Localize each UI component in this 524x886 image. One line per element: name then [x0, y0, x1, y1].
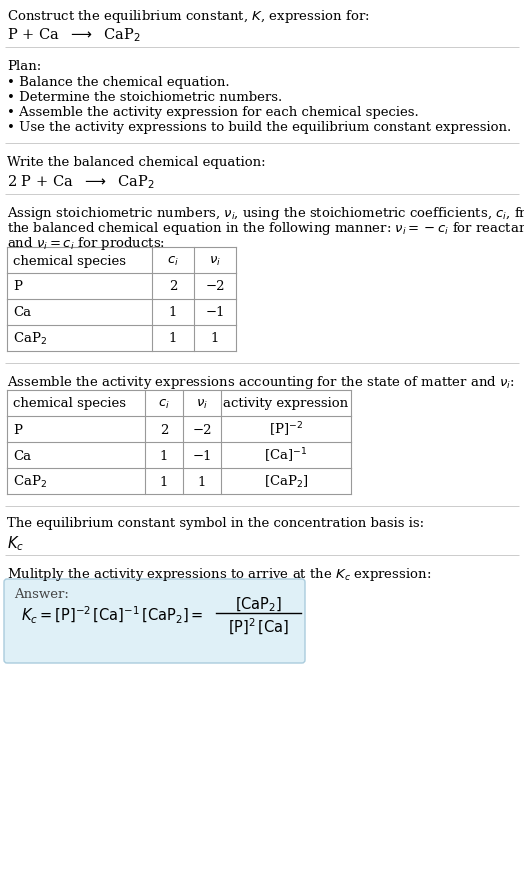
Text: 2: 2: [169, 280, 177, 293]
Text: Assign stoichiometric numbers, $\nu_i$, using the stoichiometric coefficients, $: Assign stoichiometric numbers, $\nu_i$, …: [7, 205, 524, 222]
Text: Answer:: Answer:: [14, 587, 69, 601]
Text: 1: 1: [160, 475, 168, 488]
Text: 1: 1: [169, 307, 177, 319]
Text: chemical species: chemical species: [13, 254, 126, 268]
Text: 1: 1: [169, 332, 177, 346]
Text: The equilibrium constant symbol in the concentration basis is:: The equilibrium constant symbol in the c…: [7, 517, 424, 530]
Text: Plan:: Plan:: [7, 60, 41, 73]
Text: $\nu_i$: $\nu_i$: [196, 397, 208, 410]
Text: 2: 2: [160, 423, 168, 436]
Text: [Ca]$^{-1}$: [Ca]$^{-1}$: [265, 447, 308, 464]
Text: P: P: [13, 280, 22, 293]
Text: P + Ca  $\longrightarrow$  CaP$_2$: P + Ca $\longrightarrow$ CaP$_2$: [7, 26, 141, 43]
Text: $K_c = [\mathrm{P}]^{-2}\,[\mathrm{Ca}]^{-1}\,[\mathrm{CaP_2}] = $: $K_c = [\mathrm{P}]^{-2}\,[\mathrm{Ca}]^…: [21, 603, 204, 625]
Text: Construct the equilibrium constant, $K$, expression for:: Construct the equilibrium constant, $K$,…: [7, 8, 369, 25]
Text: Mulitply the activity expressions to arrive at the $K_c$ expression:: Mulitply the activity expressions to arr…: [7, 565, 431, 582]
Text: 1: 1: [160, 449, 168, 462]
Text: $\nu_i$: $\nu_i$: [209, 254, 221, 268]
FancyBboxPatch shape: [4, 579, 305, 664]
Text: • Determine the stoichiometric numbers.: • Determine the stoichiometric numbers.: [7, 91, 282, 104]
Text: CaP$_2$: CaP$_2$: [13, 330, 47, 346]
Text: Write the balanced chemical equation:: Write the balanced chemical equation:: [7, 156, 266, 169]
Text: and $\nu_i = c_i$ for products:: and $\nu_i = c_i$ for products:: [7, 235, 165, 252]
Text: [P]$^{-2}$: [P]$^{-2}$: [269, 420, 303, 439]
Text: • Use the activity expressions to build the equilibrium constant expression.: • Use the activity expressions to build …: [7, 120, 511, 134]
Text: −1: −1: [192, 449, 212, 462]
Text: CaP$_2$: CaP$_2$: [13, 473, 47, 489]
Text: Ca: Ca: [13, 449, 31, 462]
Text: $c_i$: $c_i$: [167, 254, 179, 268]
Text: P: P: [13, 423, 22, 436]
Text: the balanced chemical equation in the following manner: $\nu_i = -c_i$ for react: the balanced chemical equation in the fo…: [7, 220, 524, 237]
Text: $[\mathrm{CaP_2}]$: $[\mathrm{CaP_2}]$: [235, 595, 282, 613]
Text: −2: −2: [205, 280, 225, 293]
Text: $[\mathrm{P}]^2\,[\mathrm{Ca}]$: $[\mathrm{P}]^2\,[\mathrm{Ca}]$: [228, 617, 289, 636]
Text: −1: −1: [205, 307, 225, 319]
Text: 1: 1: [198, 475, 206, 488]
Text: $c_i$: $c_i$: [158, 397, 170, 410]
Text: • Balance the chemical equation.: • Balance the chemical equation.: [7, 76, 230, 89]
Text: activity expression: activity expression: [223, 397, 348, 410]
Text: • Assemble the activity expression for each chemical species.: • Assemble the activity expression for e…: [7, 106, 419, 119]
Text: 2 P + Ca  $\longrightarrow$  CaP$_2$: 2 P + Ca $\longrightarrow$ CaP$_2$: [7, 173, 155, 190]
Text: chemical species: chemical species: [13, 397, 126, 410]
Text: [CaP$_2$]: [CaP$_2$]: [264, 473, 308, 489]
Text: $K_c$: $K_c$: [7, 533, 24, 552]
Text: Assemble the activity expressions accounting for the state of matter and $\nu_i$: Assemble the activity expressions accoun…: [7, 374, 515, 391]
Text: Ca: Ca: [13, 307, 31, 319]
Text: −2: −2: [192, 423, 212, 436]
Text: 1: 1: [211, 332, 219, 346]
